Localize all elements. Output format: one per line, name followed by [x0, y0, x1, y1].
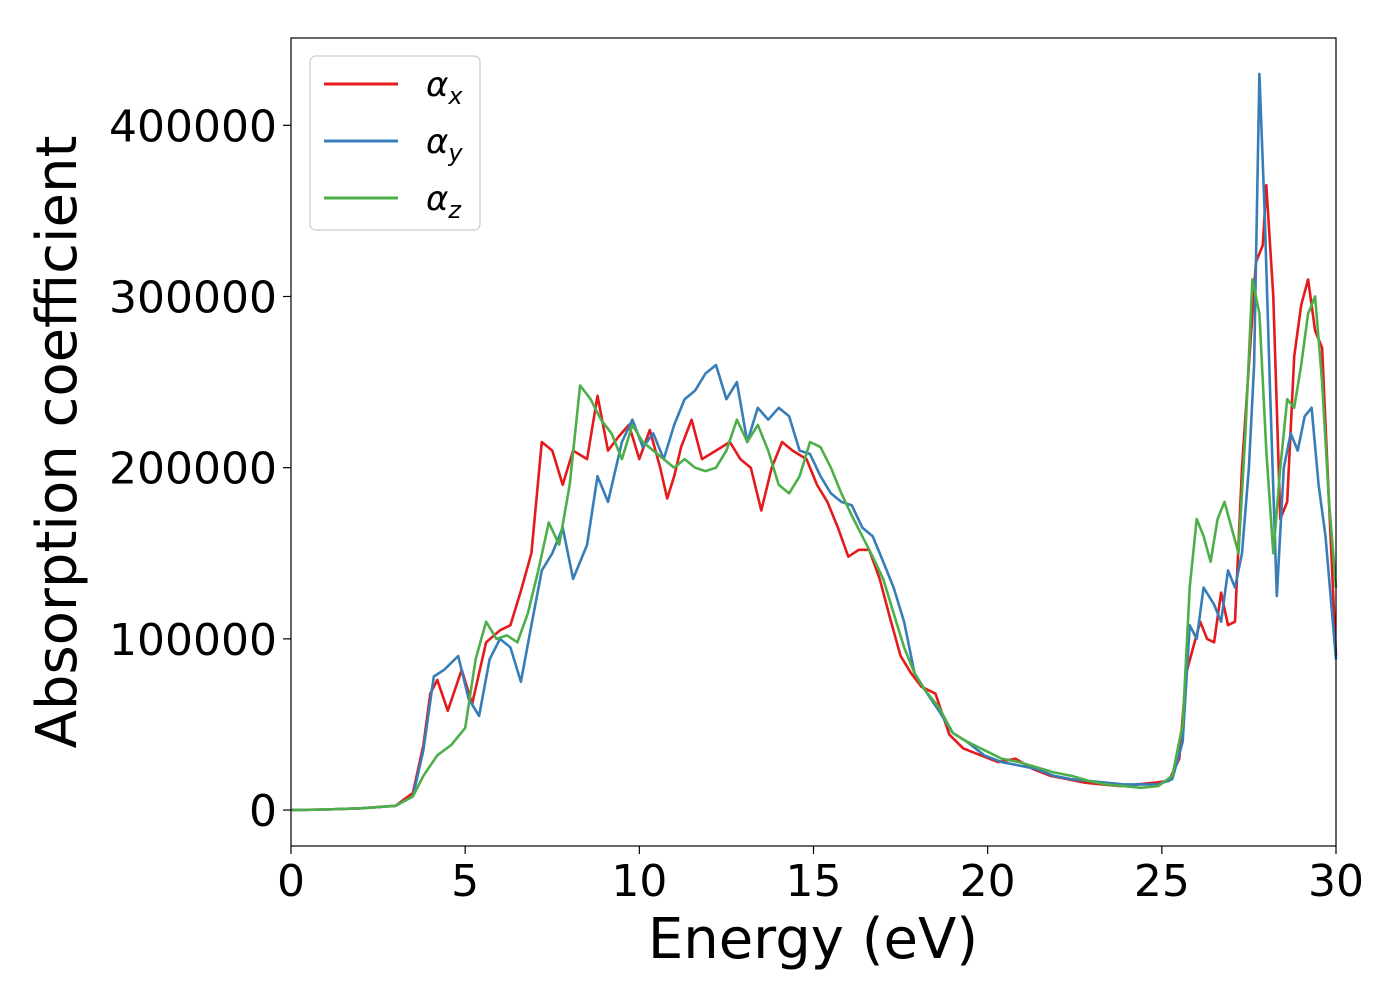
y-tick-label: 200000	[109, 444, 277, 495]
x-tick-label: 15	[786, 856, 842, 907]
x-tick-label: 10	[611, 856, 667, 907]
y-tick-label: 400000	[109, 101, 277, 152]
legend-box	[309, 55, 481, 231]
y-axis-ticks: 0 100000 200000 300000 400000	[109, 101, 291, 837]
x-tick-label: 5	[451, 856, 479, 907]
series-layer	[290, 72, 1338, 812]
y-axis-label: Absorption coefficient	[25, 136, 90, 749]
y-tick-label: 100000	[109, 615, 277, 666]
x-tick-label: 30	[1308, 856, 1364, 907]
x-tick-label: 0	[277, 856, 305, 907]
x-tick-label: 25	[1134, 856, 1190, 907]
series-line-z	[290, 278, 1338, 812]
x-axis-ticks: 0 5 10 15 20 25 30	[277, 846, 1364, 907]
series-line-y	[290, 72, 1338, 812]
y-tick-label: 0	[249, 786, 277, 837]
x-axis-label: Energy (eV)	[648, 907, 978, 972]
x-tick-label: 20	[960, 856, 1016, 907]
series-line-x	[290, 183, 1338, 812]
y-tick-label: 300000	[109, 272, 277, 323]
